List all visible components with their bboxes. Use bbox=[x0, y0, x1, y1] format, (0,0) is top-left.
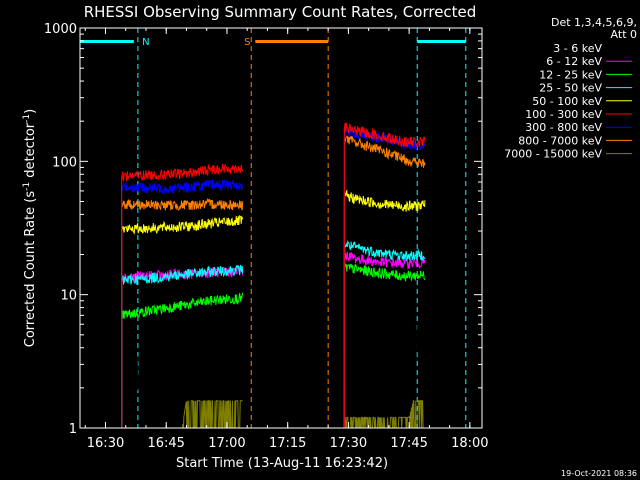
y-axis-label-main: Corrected Count Rate (s bbox=[23, 191, 38, 348]
y-tick-label: 10 bbox=[60, 289, 77, 304]
legend-label: 50 - 100 keV bbox=[532, 95, 602, 108]
y-axis-label: Corrected Count Rate (s-1 detector-1) bbox=[22, 109, 38, 347]
y-axis-label-sup2: -1 bbox=[22, 114, 32, 123]
x-tick-label: 16:45 bbox=[147, 436, 184, 451]
series-line-2-0 bbox=[121, 292, 244, 319]
timestamp: 19-Oct-2021 08:36 bbox=[561, 469, 637, 478]
y-tick-label: 100 bbox=[52, 155, 77, 170]
series-line-6-0 bbox=[121, 179, 244, 196]
x-tick-label: 17:45 bbox=[390, 436, 427, 451]
y-axis-label-sup1: -1 bbox=[22, 182, 32, 191]
x-tick-label: 16:30 bbox=[87, 436, 124, 451]
x-tick-label: 18:00 bbox=[451, 436, 488, 451]
series-line-4-0 bbox=[121, 214, 244, 235]
series-line-3-1 bbox=[343, 239, 426, 262]
x-tick-label: 17:30 bbox=[330, 436, 367, 451]
chart-title: RHESSI Observing Summary Count Rates, Co… bbox=[84, 3, 477, 21]
x-tick-label: 17:15 bbox=[269, 436, 306, 451]
legend-label: 3 - 6 keV bbox=[553, 42, 602, 55]
legend-label: 300 - 800 keV bbox=[525, 121, 602, 134]
flag-label-s: S bbox=[244, 37, 250, 48]
legend-label: 12 - 25 keV bbox=[539, 68, 602, 81]
series-line-7-0 bbox=[121, 197, 244, 211]
series-line-2-1 bbox=[343, 263, 426, 282]
series-line-3-0 bbox=[121, 264, 244, 286]
series-line-1-1 bbox=[343, 249, 426, 270]
axes: 16:30 16:45 17:00 17:15 17:30 17:45 18:00 1 10 10… bbox=[44, 22, 489, 451]
legend-label: 800 - 7000 keV bbox=[518, 134, 602, 147]
y-axis-label-mid: detector bbox=[23, 122, 38, 182]
legend-label: 6 - 12 keV bbox=[546, 55, 602, 68]
series-line-0-1 bbox=[343, 317, 426, 364]
legend-header-1: Det 1,3,4,5,6,9, bbox=[551, 16, 637, 29]
series-line-5-1 bbox=[343, 122, 426, 148]
series-line-0-0 bbox=[121, 332, 244, 396]
plot-frame bbox=[79, 27, 483, 429]
x-axis-label: Start Time (13-Aug-11 16:23:42) bbox=[176, 456, 388, 471]
flag-label-n: N bbox=[142, 37, 149, 48]
series-line-4-1 bbox=[343, 189, 426, 213]
legend-label: 7000 - 15000 keV bbox=[504, 148, 602, 161]
legend-header-2: Att 0 bbox=[611, 28, 637, 41]
y-tick-label: 1000 bbox=[44, 22, 77, 37]
series-line-7-1 bbox=[343, 134, 426, 168]
y-tick-label: 1 bbox=[69, 422, 77, 437]
series-line-5-0 bbox=[121, 163, 244, 182]
x-tick-label: 17:00 bbox=[208, 436, 245, 451]
legend-label: 25 - 50 keV bbox=[539, 82, 602, 95]
y-axis-label-end: ) bbox=[23, 109, 38, 114]
legend-label: 100 - 300 keV bbox=[525, 108, 602, 121]
